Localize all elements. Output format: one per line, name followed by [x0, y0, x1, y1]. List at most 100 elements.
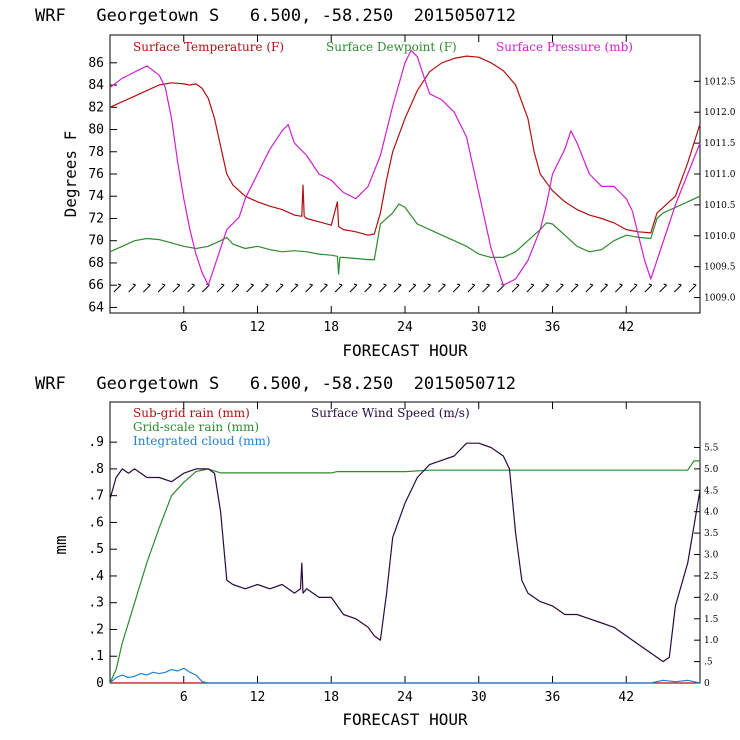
- legend-wind-speed: Surface Wind Speed (m/s): [311, 406, 470, 420]
- y-tick-label: 86: [88, 56, 104, 71]
- y-axis-label: mm: [51, 535, 70, 554]
- y2-tick-label: 3.0: [704, 551, 719, 561]
- legend-pressure: Surface Pressure (mb): [496, 40, 633, 54]
- wind-barb: [128, 283, 136, 293]
- y-tick-label: .1: [88, 649, 104, 664]
- y-tick-label: 0: [96, 676, 104, 691]
- wind-barb: [541, 283, 549, 293]
- x-tick-label: 18: [323, 690, 339, 705]
- y-tick-label: 64: [88, 300, 104, 315]
- y-tick-label: .2: [88, 622, 104, 637]
- wind-barb: [482, 283, 490, 293]
- wind-barb: [172, 283, 181, 293]
- y-axis-ticks: 0 .1 .2 .3 .4 .5 .6 .7 .8 .9: [88, 435, 117, 691]
- y2-tick-label: 1011.5: [704, 139, 736, 149]
- series-lines: [109, 49, 701, 286]
- y2-tick-label: 3.5: [704, 529, 719, 539]
- x-tick-label: 12: [250, 690, 266, 705]
- x-tick-label: 42: [618, 690, 634, 705]
- wind-barb: [231, 283, 240, 293]
- y-tick-label: 66: [88, 278, 104, 293]
- y-tick-label: 72: [88, 211, 104, 226]
- y2-tick-label: 5.5: [704, 443, 719, 453]
- y2-tick-label: 2.0: [704, 593, 719, 603]
- legend-gridscale-rain: Grid-scale rain (mm): [133, 420, 259, 434]
- y-tick-label: 68: [88, 256, 104, 271]
- x-tick-label: 42: [618, 320, 634, 335]
- y2-tick-label: 1010.0: [704, 232, 736, 242]
- wind-barb: [113, 283, 122, 293]
- series-line-1: [109, 55, 701, 236]
- wind-barb: [364, 283, 372, 293]
- y-tick-label: .3: [88, 596, 104, 611]
- legend-temperature: Surface Temperature (F): [133, 40, 284, 54]
- y-tick-label: 78: [88, 145, 104, 160]
- wind-barb: [246, 283, 254, 293]
- wind-barb: [674, 283, 682, 293]
- wind-barb: [423, 283, 431, 293]
- wind-barb: [438, 283, 446, 293]
- rain-wind-panel: WRF Georgetown S 6.500, -58.250 20150507…: [35, 374, 719, 729]
- series-line-3: [109, 49, 701, 286]
- x-axis-label: FORECAST HOUR: [342, 710, 468, 729]
- y-tick-label: 80: [88, 123, 104, 138]
- y2-tick-label: 1.0: [704, 636, 719, 646]
- wind-barb: [570, 283, 579, 293]
- legend-subgrid-rain: Sub-grid rain (mm): [133, 406, 250, 420]
- x-tick-label: 30: [471, 690, 487, 705]
- wind-barb: [349, 283, 358, 293]
- y-axis-ticks: 64 66 68 70 72 74 76 78 80 82 84 86: [88, 56, 117, 315]
- y2-tick-label: 0: [704, 679, 710, 689]
- wind-barb: [526, 283, 535, 293]
- wind-barb: [408, 283, 417, 293]
- wind-barb: [644, 283, 653, 293]
- wind-barb: [452, 283, 461, 293]
- y-tick-label: .8: [88, 462, 104, 477]
- y-tick-label: 74: [88, 189, 104, 204]
- panel-header: WRF Georgetown S 6.500, -58.250 20150507…: [35, 374, 516, 394]
- y2-tick-label: 1009.0: [704, 294, 736, 304]
- wind-barb: [216, 283, 225, 293]
- wind-barb: [143, 283, 151, 293]
- wind-barbs: [113, 283, 697, 293]
- y2-tick-label: 1.5: [704, 615, 719, 625]
- panel-header: WRF Georgetown S 6.500, -58.250 20150507…: [35, 6, 516, 26]
- series-line-4: [109, 442, 701, 663]
- legend-dewpoint: Surface Dewpoint (F): [326, 40, 457, 54]
- y-tick-label: 70: [88, 234, 104, 249]
- wind-barb: [585, 283, 594, 293]
- y-tick-label: .6: [88, 515, 104, 530]
- x-tick-label: 12: [250, 320, 266, 335]
- wind-barb: [393, 283, 402, 293]
- y2-tick-label: 1012.0: [704, 108, 736, 118]
- x-tick-label: 6: [180, 690, 188, 705]
- x-axis-ticks: 6 12 18 24 30 36 42: [180, 402, 634, 705]
- wind-barb: [511, 283, 520, 293]
- series-line-3: [109, 667, 701, 684]
- wind-barb: [305, 283, 313, 293]
- wind-barb: [688, 283, 697, 293]
- wind-barb: [600, 283, 608, 293]
- y-tick-label: .4: [88, 569, 104, 584]
- legend: Sub-grid rain (mm) Grid-scale rain (mm) …: [133, 406, 470, 448]
- y-axis-label: Degrees F: [61, 131, 80, 218]
- y2-tick-label: 1011.0: [704, 170, 736, 180]
- y2-axis-ticks: 1009.0 1009.5 1010.0 1010.5 1011.0 1011.5 1012…: [694, 77, 736, 304]
- y2-axis-ticks: 0 .5 1.0 1.5 2.0 2.5 3.0 3.5 4.0 4.5 5.0 5.5: [694, 443, 719, 689]
- y2-tick-label: .5: [704, 658, 713, 668]
- wind-barb: [275, 283, 284, 293]
- y-tick-label: 76: [88, 167, 104, 182]
- y-tick-label: .7: [88, 489, 104, 504]
- y2-tick-label: 1012.5: [704, 77, 736, 87]
- series-line-2: [109, 460, 700, 684]
- wind-barb: [320, 283, 328, 293]
- wind-barb: [615, 283, 623, 293]
- x-tick-label: 24: [397, 320, 413, 335]
- x-axis-ticks: 6 12 18 24 30 36 42: [180, 35, 634, 335]
- y2-tick-label: 5.0: [704, 465, 719, 475]
- x-tick-label: 30: [471, 320, 487, 335]
- y2-tick-label: 2.5: [704, 572, 719, 582]
- wind-barb: [187, 283, 195, 293]
- x-tick-label: 36: [545, 320, 561, 335]
